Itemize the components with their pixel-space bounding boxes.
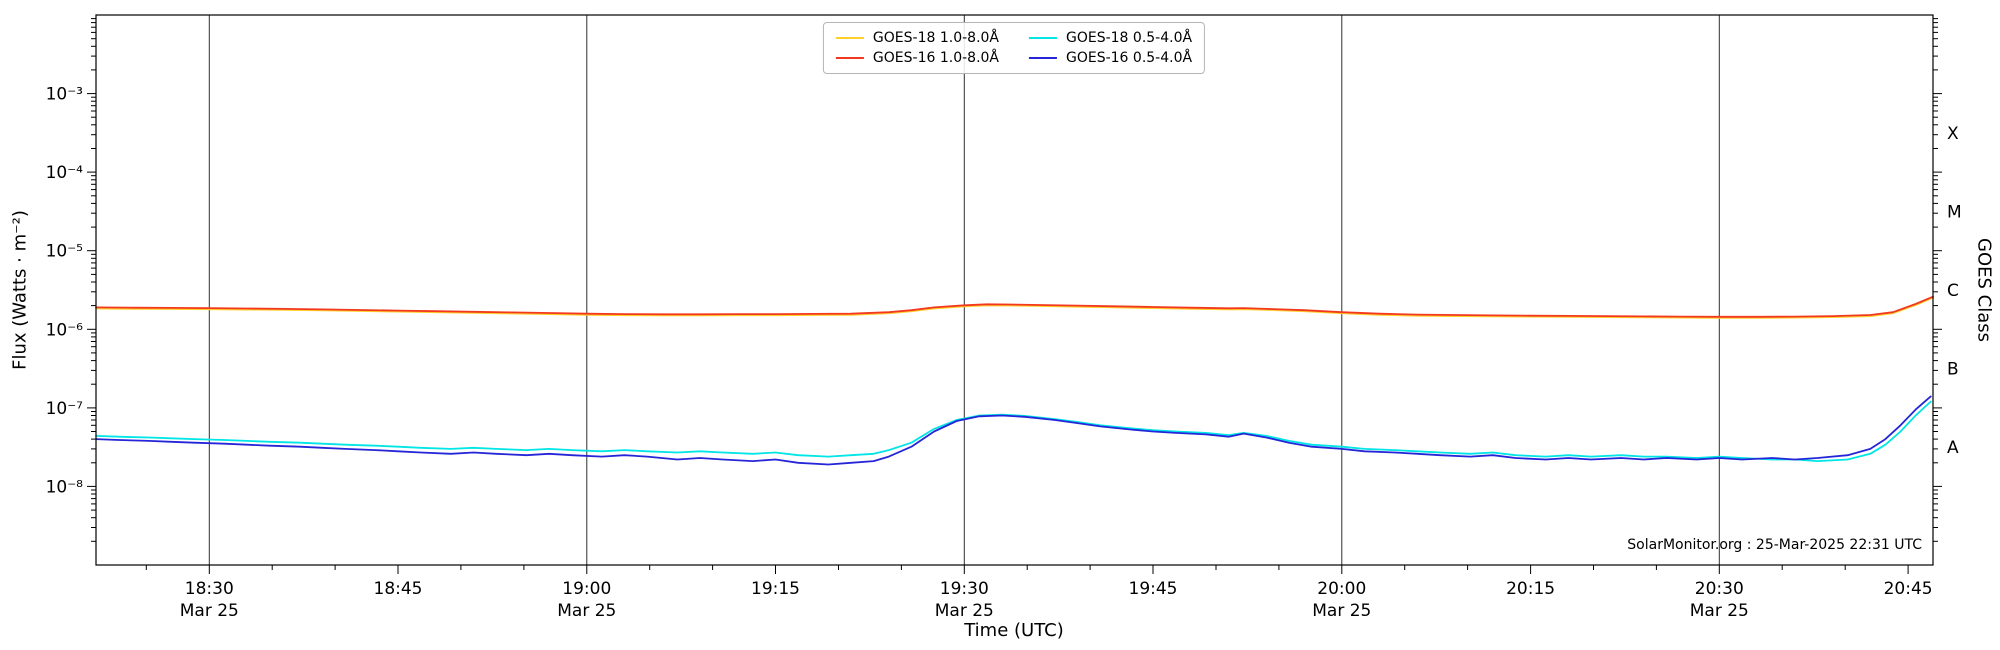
svg-text:10⁻⁸: 10⁻⁸ — [46, 477, 84, 497]
x-ticks — [145, 565, 1909, 574]
svg-text:18:30: 18:30 — [185, 579, 234, 599]
svg-text:Mar 25: Mar 25 — [180, 601, 239, 621]
legend-label: GOES-16 1.0-8.0Å — [872, 50, 999, 66]
svg-text:C: C — [1947, 281, 1959, 301]
legend-label: GOES-18 1.0-8.0Å — [872, 30, 999, 46]
svg-text:Mar 25: Mar 25 — [1690, 601, 1749, 621]
svg-text:10⁻⁴: 10⁻⁴ — [46, 163, 84, 183]
series-line-3 — [95, 395, 1932, 466]
svg-text:10⁻³: 10⁻³ — [46, 85, 83, 105]
svg-text:19:45: 19:45 — [1129, 579, 1178, 599]
plot-border — [95, 14, 1934, 566]
legend-item-goes16-long: GOES-16 1.0-8.0Å — [835, 50, 999, 66]
svg-text:Mar 25: Mar 25 — [1312, 601, 1371, 621]
legend: GOES-18 1.0-8.0Å GOES-16 1.0-8.0Å GOES-1… — [822, 22, 1206, 74]
svg-text:18:45: 18:45 — [374, 579, 423, 599]
y-axis-title-goes-class: GOES Class — [1973, 238, 1995, 342]
legend-label: GOES-16 0.5-4.0Å — [1066, 50, 1193, 66]
legend-line-swatch-blue — [1029, 57, 1057, 59]
legend-item-goes16-short: GOES-16 0.5-4.0Å — [1029, 50, 1192, 66]
svg-text:X: X — [1947, 124, 1959, 144]
svg-text:19:30: 19:30 — [940, 579, 989, 599]
series-line-0 — [95, 296, 1934, 319]
svg-text:10⁻⁷: 10⁻⁷ — [46, 399, 84, 419]
x-axis-title: Time (UTC) — [964, 620, 1064, 641]
svg-text:10⁻⁶: 10⁻⁶ — [46, 320, 84, 340]
svg-text:19:00: 19:00 — [562, 579, 611, 599]
svg-text:20:15: 20:15 — [1506, 579, 1555, 599]
legend-line-swatch-yellow — [835, 37, 864, 39]
legend-line-swatch-red — [835, 57, 864, 59]
y-ticks — [87, 18, 1942, 542]
svg-text:Mar 25: Mar 25 — [935, 601, 994, 621]
y-axis-title-flux: Flux (Watts · m⁻²) — [9, 210, 31, 370]
series-line-1 — [95, 295, 1934, 318]
solarmonitor-timestamp: SolarMonitor.org : 25-Mar-2025 22:31 UTC — [1627, 537, 1922, 553]
svg-text:10⁻⁵: 10⁻⁵ — [46, 242, 83, 262]
svg-text:20:00: 20:00 — [1317, 579, 1366, 599]
legend-label: GOES-18 0.5-4.0Å — [1066, 30, 1193, 46]
x-gridlines — [208, 15, 1720, 565]
svg-text:20:30: 20:30 — [1695, 579, 1744, 599]
series-line-2 — [95, 400, 1932, 463]
svg-text:B: B — [1947, 360, 1959, 380]
y-tick-labels: 10⁻³ 10⁻⁴ 10⁻⁵ 10⁻⁶ 10⁻⁷ 10⁻⁸ — [46, 85, 84, 498]
legend-line-swatch-cyan — [1029, 37, 1057, 39]
legend-item-goes18-long: GOES-18 1.0-8.0Å — [835, 30, 999, 46]
svg-text:20:45: 20:45 — [1884, 579, 1933, 599]
svg-text:19:15: 19:15 — [751, 579, 800, 599]
legend-item-goes18-short: GOES-18 0.5-4.0Å — [1029, 30, 1192, 46]
svg-text:A: A — [1947, 438, 1959, 458]
svg-text:Mar 25: Mar 25 — [557, 601, 616, 621]
svg-text:M: M — [1947, 203, 1962, 223]
goes-class-labels: X M C B A — [1947, 124, 1962, 458]
